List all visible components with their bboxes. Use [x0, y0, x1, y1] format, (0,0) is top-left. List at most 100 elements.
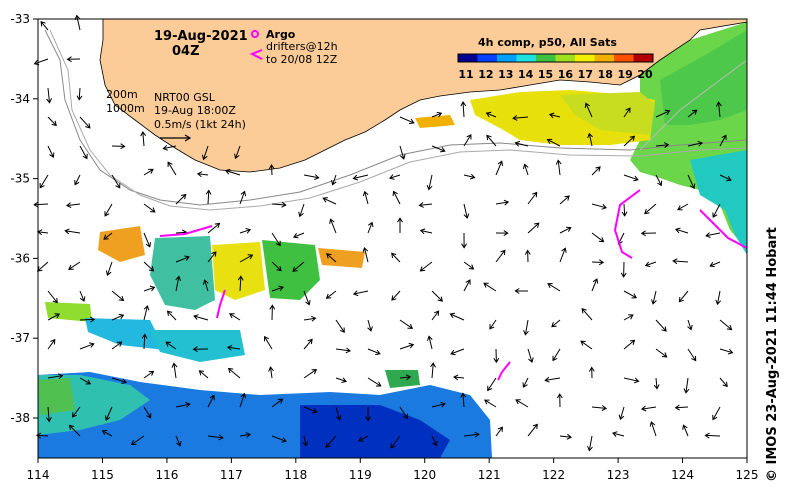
lon-tick-label: 115 [91, 468, 114, 482]
velocity-arrow [303, 174, 320, 180]
velocity-arrow [431, 310, 440, 321]
velocity-arrow [239, 392, 247, 408]
velocity-arrow [487, 377, 497, 392]
velocity-arrow [111, 377, 128, 385]
velocity-arrow [559, 247, 567, 263]
velocity-arrow [495, 426, 503, 437]
velocity-arrow [514, 288, 529, 294]
velocity-arrow [66, 56, 81, 63]
velocity-arrow [365, 406, 372, 422]
velocity-arrow [40, 20, 49, 31]
colorbar-tick-label: 20 [637, 68, 653, 81]
velocity-arrow [709, 261, 721, 268]
velocity-arrow [239, 254, 254, 263]
velocity-arrow [362, 246, 369, 263]
velocity-arrow [587, 132, 593, 147]
velocity-arrow [367, 319, 373, 332]
legend-argo: Argo [266, 28, 296, 41]
lon-tick-label: 114 [27, 468, 50, 482]
velocity-arrow [618, 406, 625, 421]
colorbar-swatch [594, 54, 615, 62]
colorbar-swatch [633, 54, 654, 62]
velocity-arrow [303, 369, 318, 379]
velocity-arrow [140, 130, 147, 147]
velocity-arrow [651, 290, 657, 305]
velocity-arrow [79, 316, 96, 323]
velocity-arrow [239, 432, 252, 438]
velocity-arrow [271, 201, 287, 208]
velocity-arrow [68, 261, 81, 270]
velocity-arrow [165, 341, 177, 350]
velocity-arrow [463, 203, 470, 219]
velocity-arrow [527, 348, 534, 364]
latitude-axis: -33 -34 -35 -36 -37 -38 [10, 12, 38, 425]
colorbar-tick-label: 19 [617, 68, 632, 81]
velocity-arrow [678, 290, 689, 303]
velocity-arrow [655, 348, 668, 358]
velocity-arrow [527, 222, 540, 234]
velocity-arrow [201, 145, 209, 161]
velocity-arrow [392, 190, 401, 205]
velocity-arrow [103, 232, 113, 240]
velocity-arrow [512, 115, 529, 121]
velocity-arrow [460, 392, 467, 408]
velocity-arrow [655, 109, 671, 118]
velocity-arrow [74, 14, 81, 31]
velocity-arrow [399, 116, 415, 125]
velocity-arrow [719, 377, 728, 388]
map-panel [33, 14, 748, 459]
velocity-arrow [74, 174, 81, 186]
velocity-arrow [399, 374, 412, 381]
velocity-scale-arrow-icon [160, 134, 192, 142]
velocity-arrow [358, 435, 369, 442]
velocity-arrow [463, 133, 472, 147]
velocity-arrow [65, 202, 81, 209]
velocity-arrow [559, 195, 570, 205]
velocity-arrow [196, 171, 209, 178]
velocity-arrow [269, 304, 276, 321]
velocity-arrow [47, 338, 56, 350]
velocity-arrow [687, 319, 693, 331]
velocity-arrow [33, 201, 49, 208]
velocity-arrow [329, 218, 337, 234]
velocity-arrow [514, 140, 529, 147]
drifter-tracks [159, 189, 748, 381]
velocity-arrow [591, 203, 608, 210]
velocity-arrow [687, 348, 697, 362]
velocity-arrow [171, 362, 178, 379]
velocity-arrow [674, 227, 689, 234]
contour-label-200: 200m [106, 88, 138, 101]
velocity-arrow [79, 342, 95, 350]
velocity-arrow [460, 101, 467, 118]
velocity-arrow [352, 290, 369, 297]
velocity-arrow [47, 290, 58, 304]
velocity-arrow [271, 285, 284, 292]
lat-tick-label: -37 [10, 331, 30, 345]
velocity-arrow [431, 290, 443, 302]
velocity-arrow [719, 348, 734, 355]
velocity-arrow [193, 314, 209, 321]
velocity-arrow [683, 377, 690, 394]
velocity-arrow [399, 406, 408, 420]
velocity-arrow [489, 319, 497, 330]
velocity-arrow [239, 228, 252, 234]
velocity-arrow [495, 160, 503, 176]
velocity-arrow [362, 190, 369, 205]
velocity-arrow [640, 230, 657, 237]
velocity-arrow [130, 435, 145, 446]
velocity-arrow [493, 348, 500, 364]
longitude-axis: 114 115 116 117 118 119 120 121 122 123 124 125 [27, 458, 758, 482]
velocity-arrow [367, 221, 374, 234]
velocity-arrow [104, 203, 113, 217]
lon-tick-label: 118 [284, 468, 307, 482]
velocity-arrow [580, 340, 593, 350]
velocity-arrow [143, 261, 155, 272]
velocity-arrow [335, 347, 352, 354]
velocity-arrow [162, 145, 177, 151]
velocity-arrow [704, 432, 721, 439]
velocity-arrow [719, 174, 732, 182]
velocity-arrow [463, 261, 475, 270]
velocity-arrow [399, 319, 414, 329]
velocity-arrow [547, 283, 561, 292]
